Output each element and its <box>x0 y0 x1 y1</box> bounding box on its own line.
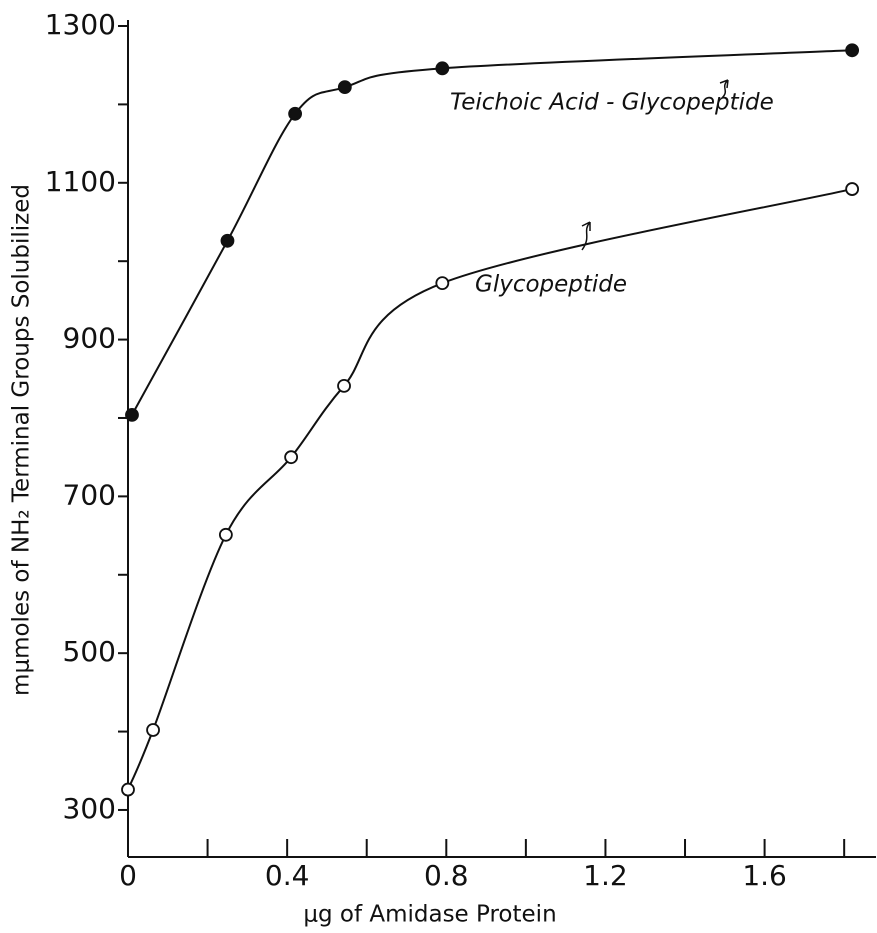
data-point <box>435 276 450 291</box>
y-tick-label: 900 <box>63 322 116 355</box>
data-point <box>337 80 352 95</box>
annotation-arrow <box>581 221 591 251</box>
data-point <box>845 182 860 196</box>
y-tick-label: 300 <box>63 792 116 825</box>
y-tick-label: 500 <box>63 635 116 668</box>
x-tick-label: 0.8 <box>424 859 469 892</box>
y-tick-label: 1100 <box>45 165 116 198</box>
y-tick-label: 700 <box>63 478 116 511</box>
data-point <box>220 233 235 248</box>
annotation-arrow <box>719 79 729 99</box>
data-point <box>125 407 139 422</box>
series-annotation: Glycopeptide <box>475 272 627 298</box>
series-annotation: Teichoic Acid - Glycopeptide <box>450 90 774 116</box>
data-point <box>337 378 351 393</box>
data-point <box>845 43 860 58</box>
y-tick-label: 1300 <box>45 8 116 41</box>
x-tick-label: 0 <box>119 859 137 892</box>
data-point <box>146 723 160 737</box>
data-point <box>121 782 135 797</box>
series-curve <box>127 188 853 790</box>
x-tick-label: 1.2 <box>583 859 628 892</box>
series-curve <box>131 49 853 416</box>
x-tick-label: 1.6 <box>742 859 787 892</box>
data-point <box>284 450 299 465</box>
x-tick-label: 0.4 <box>265 859 310 892</box>
x-axis-label: μg of Amidase Protein <box>303 902 556 928</box>
data-point <box>435 61 450 76</box>
data-point <box>288 106 303 121</box>
data-point <box>218 527 233 542</box>
y-axis-label: mμmoles of NH₂ Terminal Groups Solubiliz… <box>9 184 35 696</box>
